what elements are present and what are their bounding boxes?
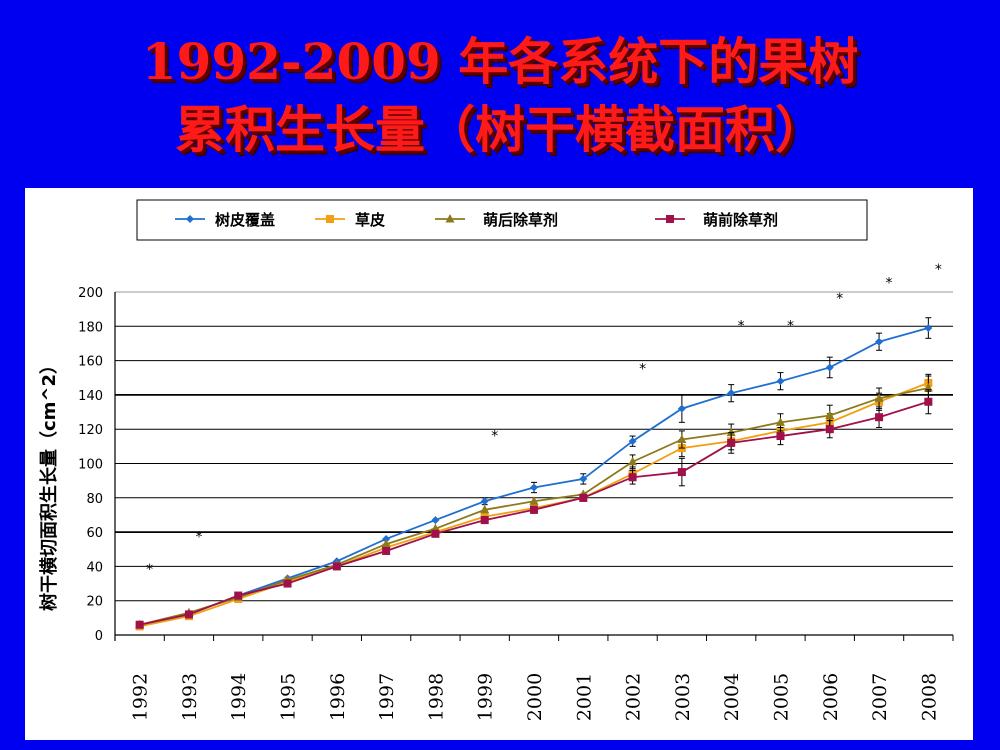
data-point — [875, 413, 884, 422]
data-point — [727, 438, 736, 447]
y-tick-label: 140 — [78, 389, 103, 404]
y-tick-label: 180 — [78, 320, 103, 335]
x-tick-label: 2006 — [820, 673, 842, 721]
chart-panel: 0 20 40 60 80 100 120 140 160 180 200 1992 1993 1994 1… — [25, 188, 973, 740]
legend-marker — [326, 215, 334, 223]
significance-asterisk: * — [639, 361, 646, 377]
data-point — [382, 546, 391, 555]
data-point — [332, 562, 341, 571]
x-tick-label: 2007 — [869, 673, 891, 721]
y-tick-label: 60 — [86, 526, 103, 541]
data-point — [184, 610, 193, 619]
significance-asterisk: * — [787, 319, 794, 335]
data-point — [234, 591, 243, 600]
y-tick-label: 100 — [78, 458, 103, 473]
data-point — [431, 529, 440, 538]
x-tick-label: 2005 — [770, 673, 792, 721]
x-tick-label: 1998 — [425, 673, 447, 721]
x-tick-label: 2004 — [721, 673, 743, 721]
data-point — [431, 516, 440, 525]
y-tick-label: 120 — [78, 423, 103, 438]
data-point — [776, 377, 785, 386]
legend-item-label: 萌前除草剂 — [703, 211, 778, 229]
legend-marker — [445, 214, 455, 223]
data-point — [283, 579, 292, 588]
slide-title-line1: 1992-2009 年各系统下的果树 — [141, 32, 859, 91]
data-point — [727, 389, 736, 398]
data-point — [677, 468, 686, 477]
legend-item-label: 萌后除草剂 — [483, 211, 558, 229]
y-tick-label: 80 — [86, 492, 103, 507]
data-point — [530, 505, 538, 514]
y-tick-label: 200 — [78, 286, 103, 301]
significance-asterisk: * — [836, 291, 843, 307]
data-point — [628, 456, 638, 466]
x-tick-label: 2000 — [524, 673, 546, 721]
data-point — [480, 516, 489, 525]
x-tick-label: 1997 — [376, 673, 398, 721]
data-point — [381, 539, 391, 548]
slide-title-line2: 累积生长量（树干横截面积） — [175, 100, 825, 159]
data-point — [530, 483, 538, 492]
significance-asterisk: * — [935, 262, 942, 278]
data-point — [825, 425, 834, 434]
data-point — [529, 496, 539, 505]
data-point — [875, 337, 884, 346]
legend-marker — [186, 215, 194, 223]
data-point — [924, 324, 933, 333]
legend-item-label: 树皮覆盖 — [215, 211, 275, 229]
legend-box — [136, 199, 868, 241]
y-tick-label: 40 — [86, 560, 103, 575]
significance-asterisk: * — [886, 276, 893, 292]
x-tick-label: 1993 — [179, 673, 201, 721]
x-tick-label: 2002 — [623, 673, 645, 721]
slide-title: 1992-2009 年各系统下的果树 累积生长量（树干横截面积） — [0, 28, 1000, 164]
data-point — [677, 404, 686, 413]
legend-marker — [666, 215, 674, 223]
growth-line-chart: 0 20 40 60 80 100 120 140 160 180 200 1992 1993 1994 1… — [38, 199, 954, 721]
x-tick-label: 1999 — [475, 673, 497, 721]
x-tick-label: 1996 — [327, 673, 349, 721]
data-point — [579, 493, 588, 502]
data-point — [677, 434, 687, 443]
y-tick-label: 20 — [86, 595, 103, 610]
data-point — [480, 497, 489, 506]
data-point — [628, 437, 637, 446]
data-point — [480, 504, 490, 514]
x-tick-label: 2008 — [918, 673, 940, 721]
significance-asterisk: * — [491, 428, 498, 444]
legend-item-label: 草皮 — [355, 211, 385, 229]
data-point — [825, 410, 835, 419]
x-tick-label: 1995 — [278, 673, 300, 721]
y-tick-label: 0 — [95, 629, 103, 644]
data-point — [382, 534, 391, 543]
y-tick-label: 160 — [78, 355, 103, 370]
significance-asterisk: * — [195, 530, 202, 546]
data-point — [579, 474, 588, 483]
data-point — [628, 473, 637, 482]
data-point — [135, 620, 144, 629]
data-point — [776, 432, 785, 441]
y-axis-label: 树干横切面积生长量（cm^2） — [38, 356, 60, 611]
x-tick-label: 1992 — [130, 673, 152, 721]
data-point — [825, 363, 834, 372]
x-tick-label: 2003 — [672, 673, 694, 721]
data-point — [726, 427, 736, 437]
x-tick-label: 2001 — [573, 673, 595, 721]
series-line-1 — [139, 327, 929, 626]
data-point — [775, 417, 785, 426]
significance-asterisk: * — [738, 319, 745, 335]
significance-asterisk: * — [146, 562, 153, 578]
data-point — [874, 393, 884, 402]
data-point — [924, 397, 933, 406]
x-tick-label: 1994 — [228, 673, 250, 721]
